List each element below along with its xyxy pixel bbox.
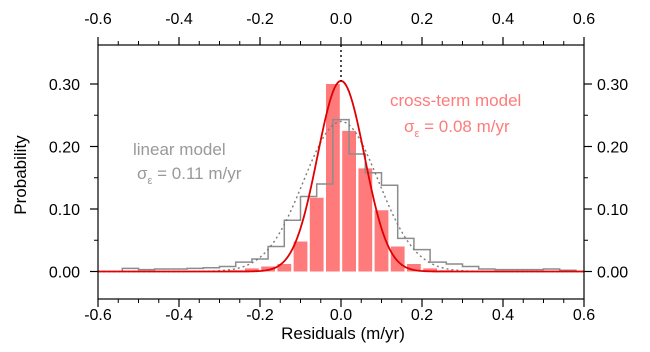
cross-term-sigma-value: = 0.08 m/yr bbox=[419, 117, 510, 136]
cross-term-sigma-label: σε = 0.08 m/yr bbox=[404, 117, 510, 140]
x-tick-label-top: 0.4 bbox=[492, 11, 514, 28]
x-tick-label-top: -0.4 bbox=[165, 11, 193, 28]
x-tick-label-top: -0.6 bbox=[84, 11, 112, 28]
x-tick-label-top: 0.0 bbox=[330, 11, 352, 28]
x-tick-label-top: 0.2 bbox=[411, 11, 433, 28]
y-tick-label-left: 0.30 bbox=[49, 77, 80, 94]
x-tick-label-bottom: -0.6 bbox=[84, 307, 112, 324]
cross-term-bar bbox=[358, 168, 373, 272]
cross-term-fit-curve bbox=[98, 79, 584, 273]
y-tick-label-left: 0.20 bbox=[49, 140, 80, 157]
y-axis-title: Probability bbox=[11, 135, 30, 215]
cross-term-sigma-subscript: ε bbox=[415, 128, 420, 140]
y-tick-label-right: 0.10 bbox=[597, 202, 628, 219]
x-tick-label-bottom: -0.4 bbox=[165, 307, 193, 324]
x-tick-label-bottom: 0.6 bbox=[573, 307, 595, 324]
linear-sigma-symbol: σ bbox=[137, 164, 148, 183]
cross-term-model-label: cross-term model bbox=[390, 91, 521, 110]
x-tick-label-bottom: 0.0 bbox=[330, 307, 352, 324]
y-tick-label-left: 0.00 bbox=[49, 265, 80, 282]
linear-model-step-outline bbox=[121, 118, 577, 272]
x-tick-label-bottom: 0.4 bbox=[492, 307, 514, 324]
cross-term-sigma-symbol: σ bbox=[404, 117, 415, 136]
linear-sigma-subscript: ε bbox=[148, 175, 153, 187]
axis-ticks-group: -0.6 -0.6 -0.4 -0.4 -0.2 -0.2 0.0 0.0 0.2 0.2 0.4 0… bbox=[49, 11, 628, 324]
y-tick-label-left: 0.10 bbox=[49, 202, 80, 219]
y-tick-label-right: 0.00 bbox=[597, 265, 628, 282]
cross-term-bar bbox=[407, 264, 421, 272]
cross-term-annotation: cross-term model σε = 0.08 m/yr bbox=[390, 91, 521, 140]
y-tick-label-right: 0.20 bbox=[597, 140, 628, 157]
y-tick-label-right: 0.30 bbox=[597, 77, 628, 94]
linear-model-label: linear model bbox=[133, 140, 226, 159]
cross-term-bar bbox=[277, 264, 292, 272]
cross-term-bar bbox=[423, 268, 437, 272]
cross-term-bar bbox=[342, 130, 356, 272]
chart-marks-group bbox=[98, 45, 584, 273]
cross-term-bar bbox=[261, 266, 275, 272]
x-axis-title: Residuals (m/yr) bbox=[281, 324, 405, 343]
x-tick-label-bottom: 0.2 bbox=[411, 307, 433, 324]
cross-term-bar bbox=[293, 241, 308, 272]
linear-sigma-label: σε = 0.11 m/yr bbox=[137, 164, 242, 187]
x-tick-label-bottom: -0.2 bbox=[246, 307, 274, 324]
linear-annotation: linear model σε = 0.11 m/yr bbox=[133, 140, 242, 187]
cross-term-bar bbox=[245, 268, 259, 272]
x-tick-label-top: -0.2 bbox=[246, 11, 274, 28]
cross-term-bar bbox=[309, 197, 324, 272]
linear-sigma-value: = 0.11 m/yr bbox=[152, 164, 241, 183]
x-tick-label-top: 0.6 bbox=[573, 11, 595, 28]
cross-term-bar bbox=[390, 246, 405, 272]
cross-term-bar bbox=[374, 210, 389, 272]
